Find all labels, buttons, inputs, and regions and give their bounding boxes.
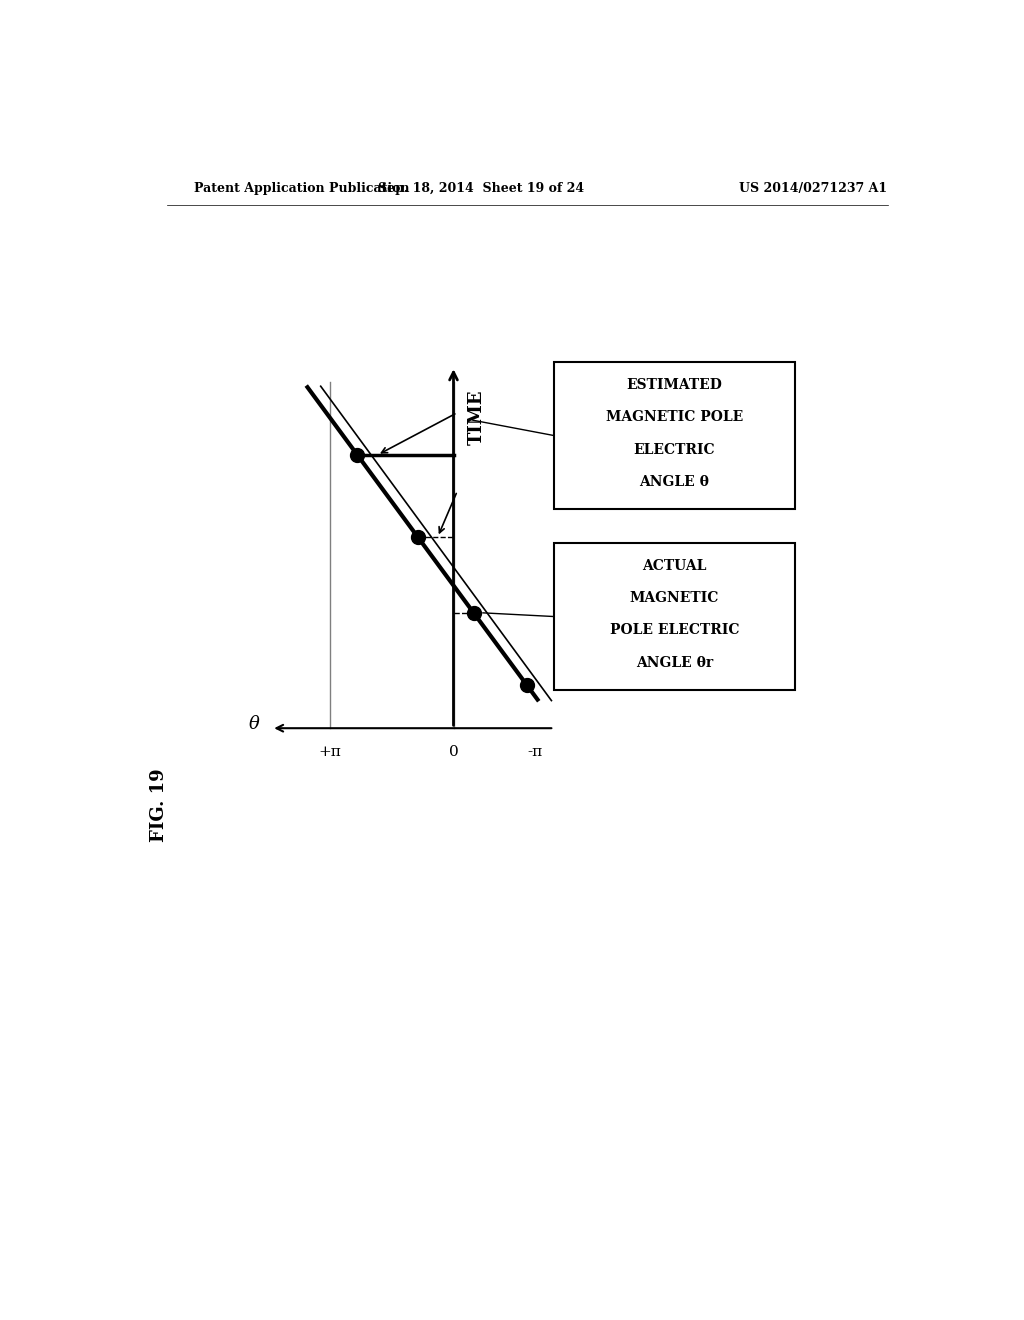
Text: ANGLE θr: ANGLE θr [636,656,713,669]
FancyBboxPatch shape [554,544,795,690]
Text: Patent Application Publication: Patent Application Publication [194,182,410,194]
Text: ESTIMATED: ESTIMATED [627,378,722,392]
Text: θ: θ [249,715,260,734]
Text: ANGLE θ: ANGLE θ [639,475,710,488]
Text: MAGNETIC POLE: MAGNETIC POLE [606,411,743,424]
Text: 0: 0 [449,744,459,759]
Text: -π: -π [527,744,543,759]
Text: +π: +π [318,744,341,759]
Text: TIME: TIME [467,389,485,445]
Text: Sep. 18, 2014  Sheet 19 of 24: Sep. 18, 2014 Sheet 19 of 24 [378,182,584,194]
Text: MAGNETIC: MAGNETIC [630,591,719,605]
Text: POLE ELECTRIC: POLE ELECTRIC [609,623,739,638]
Text: ACTUAL: ACTUAL [642,558,707,573]
Text: ELECTRIC: ELECTRIC [634,442,715,457]
FancyBboxPatch shape [554,363,795,508]
Text: FIG. 19: FIG. 19 [150,768,168,842]
Text: US 2014/0271237 A1: US 2014/0271237 A1 [739,182,888,194]
